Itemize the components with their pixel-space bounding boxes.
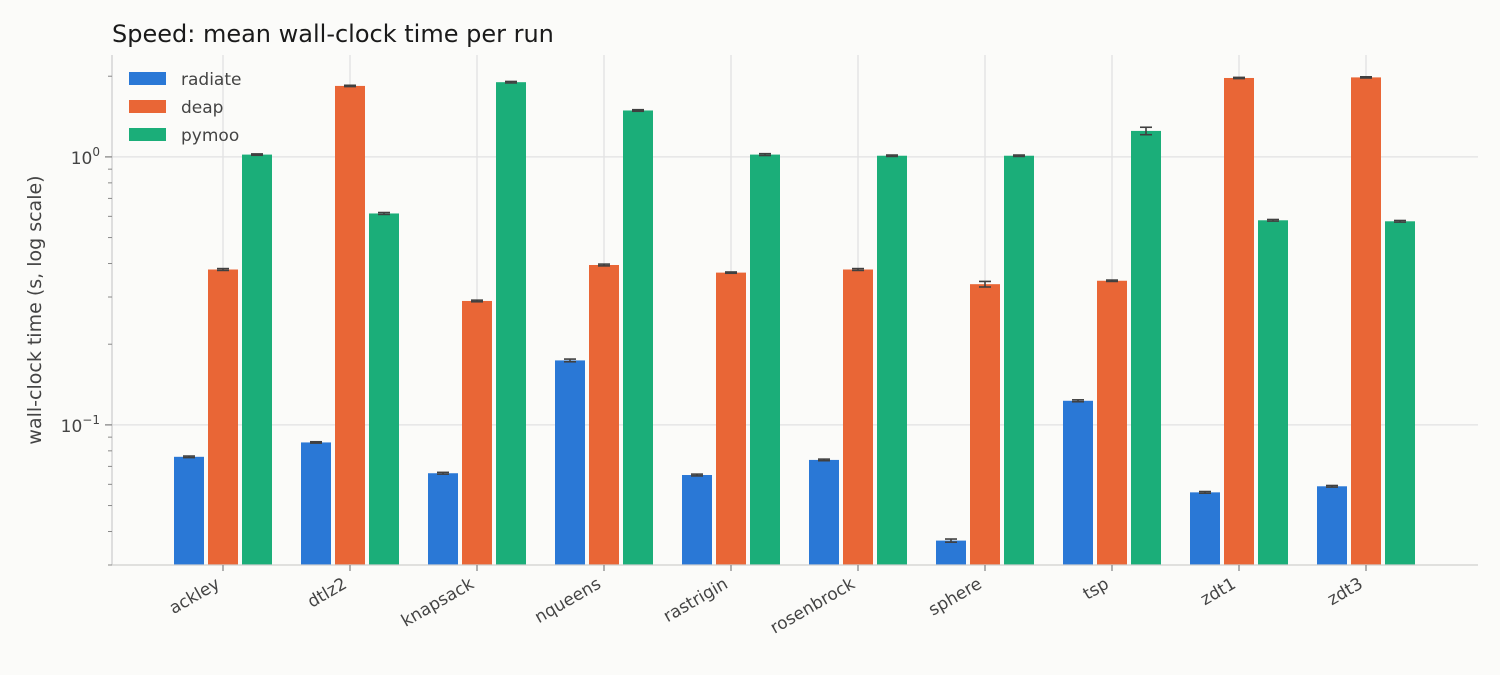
bar-radiate-rosenbrock [809,459,839,565]
x-tick-label: sphere [925,574,985,620]
bar-radiate-rastrigin [682,475,712,565]
bar-pymoo-knapsack [496,82,526,565]
y-axis-label: wall-clock time (s, log scale) [24,175,46,444]
chart-title: Speed: mean wall-clock time per run [112,20,554,48]
legend-label-deap: deap [181,98,223,118]
bar-deap-rastrigin [716,272,746,565]
bar-radiate-zdt3 [1317,486,1347,565]
legend: radiate deap pymoo [129,70,241,146]
bars-layer [174,76,1415,566]
x-tick-label: nqueens [531,574,604,628]
x-tick-label: rosenbrock [767,574,859,638]
x-tick-label: ackley [166,574,224,619]
x-tick-label: rastrigin [660,574,731,627]
bar-deap-tsp [1097,280,1127,565]
x-tick-label: zdt1 [1197,574,1239,610]
bar-pymoo-zdt3 [1385,221,1415,566]
bar-deap-zdt1 [1224,77,1254,565]
bar-radiate-nqueens [555,360,585,565]
bar-pymoo-zdt1 [1258,220,1288,565]
bar-deap-sphere [970,284,1000,565]
bar-pymoo-sphere [1004,155,1034,566]
x-tick-label: tsp [1080,574,1113,604]
legend-swatch-deap [129,100,166,113]
bar-deap-dtlz2 [335,85,365,565]
bar-radiate-tsp [1063,400,1093,565]
bar-pymoo-rosenbrock [877,155,907,566]
bar-deap-ackley [208,269,238,565]
y-tick-label: 100 [71,145,100,169]
bar-pymoo-ackley [242,154,272,565]
bar-radiate-knapsack [428,473,458,565]
y-tick-label: 10−1 [61,413,100,437]
legend-swatch-pymoo [129,128,166,141]
x-tick-label: dtlz2 [304,574,350,612]
x-tick-label: knapsack [398,574,478,632]
bar-radiate-sphere [936,540,966,565]
bar-deap-zdt3 [1351,77,1381,566]
bar-radiate-zdt1 [1190,492,1220,565]
legend-label-radiate: radiate [181,70,241,90]
bar-pymoo-dtlz2 [369,213,399,565]
bar-pymoo-rastrigin [750,154,780,565]
bar-pymoo-tsp [1131,130,1161,566]
bar-radiate-dtlz2 [301,442,331,565]
bar-pymoo-nqueens [623,110,653,565]
legend-label-pymoo: pymoo [181,126,239,146]
legend-swatch-radiate [129,72,166,85]
bar-deap-rosenbrock [843,269,873,565]
bar-deap-nqueens [589,264,619,565]
bar-radiate-ackley [174,456,204,565]
x-tick-label: zdt3 [1324,574,1366,610]
bar-deap-knapsack [462,300,492,565]
